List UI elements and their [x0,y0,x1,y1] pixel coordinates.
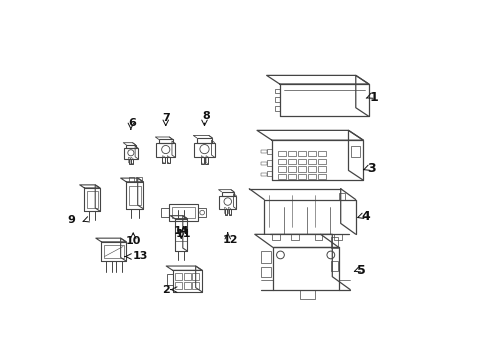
Bar [318,174,325,180]
Text: 9: 9 [67,215,75,225]
Bar [298,151,305,156]
Bar [156,143,175,157]
Bar [183,282,190,289]
Bar [271,234,279,240]
Bar [161,208,168,217]
Bar [330,261,338,270]
Bar [278,159,285,164]
Bar [136,177,142,182]
Bar [221,192,233,195]
Bar [298,166,305,172]
Bar [308,166,315,172]
Bar [299,289,315,299]
Bar [298,159,305,164]
Bar [278,151,285,156]
Bar [308,159,315,164]
Bar [291,234,299,240]
Bar [192,282,199,289]
Bar [131,159,133,164]
Bar [166,274,172,285]
Bar [128,186,141,205]
Bar [183,273,190,280]
Bar [128,159,131,164]
Bar [278,174,285,180]
Text: 10: 10 [125,236,141,246]
Text: 8: 8 [202,111,209,121]
Bar [198,208,205,217]
Bar [159,139,172,143]
Bar [196,138,212,143]
Bar [287,151,295,156]
Text: 13: 13 [132,252,147,261]
Bar [228,209,230,215]
Bar [261,162,266,165]
Bar [298,174,305,180]
Bar [166,157,169,163]
Bar [172,207,195,218]
Bar [200,157,203,164]
Bar [274,97,279,102]
Bar [318,166,325,172]
Bar [287,159,295,164]
Bar [339,193,345,200]
Bar [123,148,138,159]
Text: 6: 6 [128,117,136,127]
Text: 14: 14 [173,226,189,236]
Bar [318,159,325,164]
Bar [126,145,136,148]
Bar [103,245,123,258]
Bar [175,282,182,289]
Bar [318,151,325,156]
Text: 12: 12 [222,235,237,244]
Bar [192,273,199,280]
Bar [266,160,271,166]
Bar [333,234,341,240]
Bar [261,150,266,153]
Bar [175,273,182,280]
Text: 4: 4 [361,210,369,223]
Bar [162,157,164,163]
Bar [330,237,338,248]
Bar [350,147,360,157]
Bar [168,204,198,221]
Bar [278,166,285,172]
Bar [261,251,270,264]
Bar [128,177,134,182]
Bar [308,151,315,156]
Text: 7: 7 [162,113,169,123]
Text: 1: 1 [368,91,377,104]
Text: 11: 11 [176,229,191,239]
Bar [266,149,271,154]
Bar [86,191,97,208]
Bar [274,89,279,93]
Bar [224,209,226,215]
Bar [261,172,266,176]
Bar [266,171,271,176]
Bar [205,157,208,164]
Bar [287,174,295,180]
Bar [287,166,295,172]
Text: 2: 2 [162,285,169,294]
Text: 5: 5 [357,264,366,277]
Bar [261,266,270,277]
Bar [308,174,315,180]
Bar [274,106,279,111]
Bar [219,195,236,209]
Bar [194,143,215,157]
Bar [314,234,322,240]
Text: 3: 3 [366,162,375,175]
